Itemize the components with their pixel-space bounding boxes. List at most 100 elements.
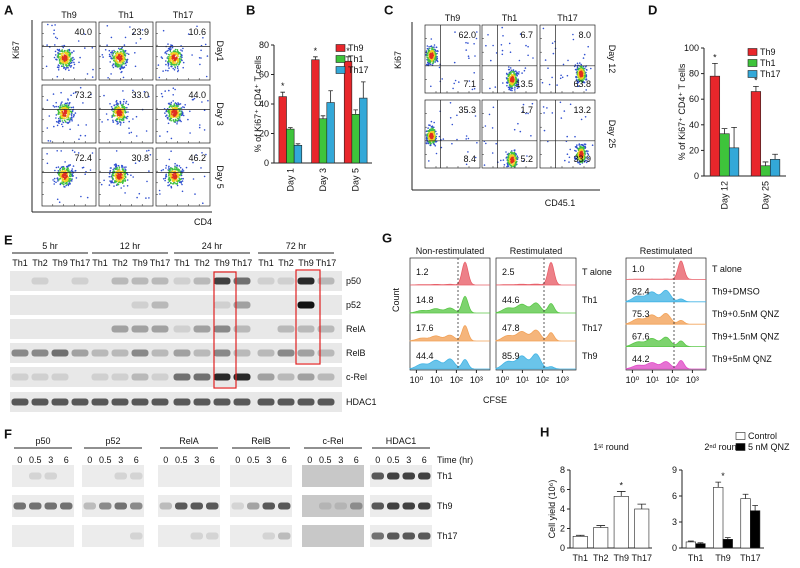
flow-event: [113, 63, 115, 65]
error-bar: [637, 504, 646, 509]
flow-event: [64, 161, 66, 163]
blot-strip: [302, 525, 364, 547]
flow-event: [69, 129, 71, 131]
flow-event: [168, 90, 170, 92]
flow-event: [167, 43, 169, 45]
flow-event: [121, 64, 123, 66]
flow-event: [145, 197, 147, 199]
flow-event: [513, 164, 515, 166]
flow-event: [114, 51, 116, 53]
flow-event: [74, 64, 76, 66]
flow-event: [148, 150, 150, 152]
flow-event: [65, 121, 67, 123]
lane-label: Th1: [258, 258, 274, 268]
flow-event: [168, 63, 170, 65]
flow-event: [509, 69, 511, 71]
flow-event: [53, 29, 55, 31]
blot-band: [60, 503, 73, 510]
quadrant-percentage: 1.7: [520, 105, 533, 115]
flow-event: [126, 53, 128, 55]
flow-event: [57, 121, 59, 123]
blot-band: [12, 399, 29, 406]
flow-event: [433, 122, 435, 124]
flow-event: [120, 124, 122, 126]
error-bar: [321, 116, 326, 119]
blot-band: [194, 374, 211, 381]
flow-event: [183, 115, 185, 117]
bar: [635, 509, 649, 548]
divided-percentage: 75.3: [632, 309, 650, 319]
blot-band: [372, 473, 385, 480]
sample-label: Th9+1.5nM QNZ: [712, 331, 780, 341]
flow-event: [78, 62, 80, 64]
gate-percentage: 30.8: [131, 153, 149, 163]
flow-event: [57, 177, 59, 179]
flow-event: [123, 99, 125, 101]
flow-event: [56, 59, 58, 61]
flow-event: [170, 186, 172, 188]
flow-event: [146, 150, 148, 152]
flow-event: [578, 144, 580, 146]
flow-event: [90, 169, 92, 171]
cell-label: Th9: [437, 501, 453, 511]
blot-band: [350, 503, 363, 510]
flow-event: [584, 143, 586, 145]
flow-event: [200, 167, 202, 169]
column-header: Th9: [61, 10, 77, 20]
flow-event: [177, 185, 179, 187]
y-tick-label: 80: [689, 69, 699, 79]
blot-band: [12, 350, 29, 357]
blot-band: [318, 399, 335, 406]
flow-event: [511, 79, 513, 81]
legend-swatch: [336, 67, 345, 74]
group-title: Non-restimulated: [416, 246, 485, 256]
blot-strip: [302, 465, 364, 487]
blot-band: [112, 374, 129, 381]
blot-band: [298, 302, 315, 309]
flow-event: [543, 28, 545, 30]
legend-label: Th1: [348, 54, 364, 64]
flow-event: [111, 106, 113, 108]
flow-event: [167, 131, 169, 133]
y-tick-label: 0: [264, 158, 269, 168]
flow-event: [527, 46, 529, 48]
flow-event: [82, 102, 84, 104]
blot-band: [298, 278, 315, 285]
flow-event: [63, 65, 65, 67]
y-tick-label: 6: [560, 485, 565, 495]
flow-event: [122, 50, 124, 52]
flow-event: [128, 53, 130, 55]
blot-band: [319, 503, 332, 510]
flow-event: [59, 119, 61, 121]
chart-title: 1ˢᵗ round: [593, 442, 629, 452]
blot-band: [298, 374, 315, 381]
flow-event: [492, 127, 494, 129]
blot-band: [32, 374, 49, 381]
x-tick-label: Day 5: [351, 168, 361, 192]
time-label: 0: [87, 455, 92, 465]
flow-event: [583, 57, 585, 59]
flow-event: [129, 132, 131, 134]
flow-event: [92, 76, 94, 78]
time-axis-label: Time (hr): [437, 455, 473, 465]
flow-event: [63, 186, 65, 188]
flow-event: [62, 122, 64, 124]
flow-event: [127, 179, 129, 181]
flow-event: [518, 71, 520, 73]
x-tick-label: 10⁰: [410, 375, 424, 385]
error-bar: [763, 162, 769, 166]
flow-event: [177, 120, 179, 122]
time-label: 0.5: [319, 455, 332, 465]
flow-event: [458, 81, 460, 83]
flow-event: [60, 92, 62, 94]
time-label: 6: [64, 455, 69, 465]
flow-event: [64, 120, 66, 122]
flow-event: [454, 62, 456, 64]
blot-band: [12, 374, 29, 381]
flow-event: [72, 168, 74, 170]
time-label: 0.5: [247, 455, 260, 465]
flow-event: [136, 116, 138, 118]
flow-event: [172, 94, 174, 96]
bar: [686, 542, 696, 548]
flow-event: [59, 201, 61, 203]
